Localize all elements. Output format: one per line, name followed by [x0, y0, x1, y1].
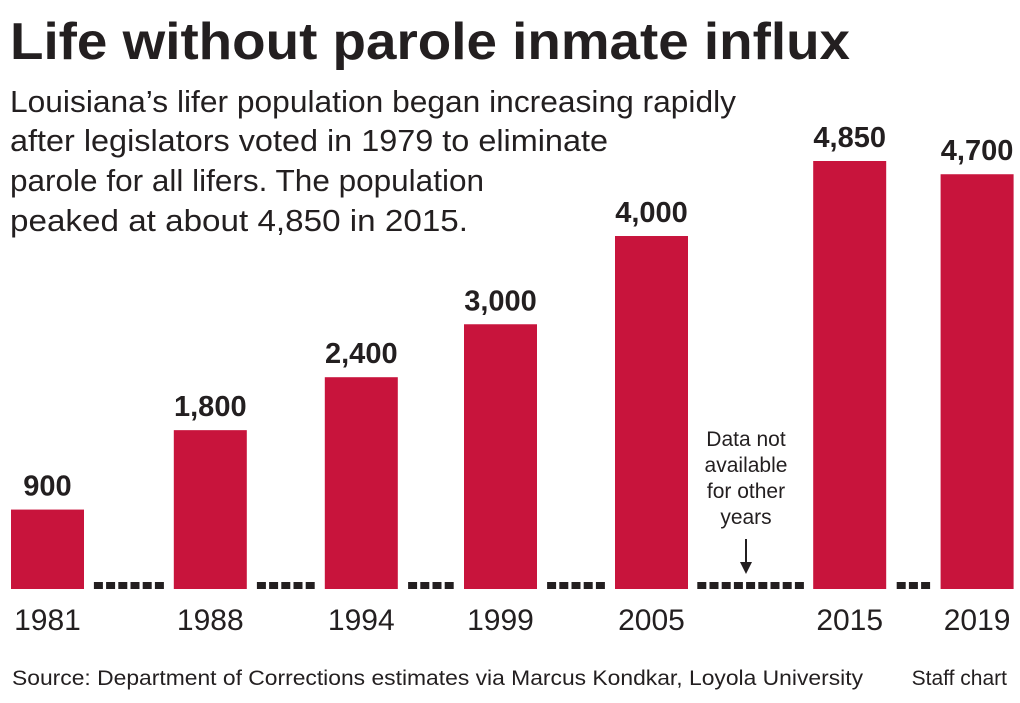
x-tick-label-2015: 2015 — [816, 604, 883, 637]
bar-1988 — [173, 430, 247, 589]
value-label-2015: 4,850 — [813, 122, 886, 154]
missing-year-dash-2006 — [697, 582, 707, 589]
missing-year-dash-1993 — [305, 582, 315, 589]
missing-year-dash-2003 — [583, 582, 593, 589]
value-label-1999: 3,000 — [464, 285, 537, 317]
missing-year-dash-2001 — [559, 582, 569, 589]
x-tick-label-1988: 1988 — [177, 604, 244, 637]
missing-year-dash-2011 — [758, 582, 768, 589]
chart-subtitle-line: peaked at about 4,850 in 2015. — [10, 203, 468, 238]
missing-year-dash-1983 — [106, 582, 116, 589]
annotation-line: available — [705, 454, 788, 477]
missing-year-dash-1995 — [408, 582, 418, 589]
missing-year-dash-1982 — [93, 582, 103, 589]
bar-2015 — [813, 161, 887, 589]
missing-year-dash-2013 — [782, 582, 792, 589]
missing-year-dash-1987 — [154, 582, 164, 589]
missing-year-dash-2012 — [770, 582, 780, 589]
x-tick-label-2019: 2019 — [944, 604, 1011, 637]
source-note: Source: Department of Corrections estima… — [12, 667, 864, 690]
value-label-2019: 4,700 — [941, 135, 1014, 167]
missing-year-dash-2008 — [721, 582, 731, 589]
missing-year-dash-1997 — [432, 582, 442, 589]
chart-subtitle-line: Louisiana’s lifer population began incre… — [10, 84, 737, 119]
missing-year-dash-1998 — [444, 582, 454, 589]
missing-year-dash-1989 — [256, 582, 266, 589]
missing-year-dash-2007 — [709, 582, 719, 589]
value-label-1988: 1,800 — [174, 391, 247, 423]
x-tick-label-2005: 2005 — [618, 604, 685, 637]
missing-year-dash-2009 — [733, 582, 743, 589]
arrow-down-icon — [740, 539, 752, 574]
chart-title: Life without parole inmate influx — [10, 13, 850, 71]
missing-year-dash-1996 — [420, 582, 430, 589]
missing-year-dash-1985 — [130, 582, 140, 589]
missing-year-dash-1984 — [118, 582, 128, 589]
value-label-1994: 2,400 — [325, 338, 398, 370]
missing-year-dash-1991 — [281, 582, 291, 589]
missing-year-dash-2018 — [921, 582, 931, 589]
missing-year-dash-1990 — [269, 582, 279, 589]
bar-2005 — [615, 236, 688, 589]
x-tick-label-1999: 1999 — [467, 604, 534, 637]
missing-year-dash-2000 — [547, 582, 557, 589]
bar-1999 — [464, 324, 537, 589]
missing-year-dash-1986 — [142, 582, 152, 589]
annotation-line: years — [720, 506, 771, 529]
bars-group: 900 1981 1,800 1988 2,400 1994 3,000 1999 4,000 2… — [11, 122, 1014, 637]
bar-1994 — [324, 377, 398, 589]
credit-note: Staff chart — [912, 667, 1007, 690]
annotation-line: Data not — [706, 428, 786, 451]
missing-year-dash-2010 — [746, 582, 756, 589]
value-label-1981: 900 — [23, 471, 71, 503]
bar-2019 — [940, 174, 1014, 589]
missing-year-dash-2004 — [595, 582, 605, 589]
value-label-2005: 4,000 — [615, 197, 688, 229]
bar-1981 — [11, 509, 84, 589]
x-tick-label-1994: 1994 — [328, 604, 395, 637]
missing-year-dash-2017 — [908, 582, 918, 589]
annotation-line: for other — [707, 480, 785, 503]
missing-year-dash-1992 — [293, 582, 303, 589]
chart-subtitle-line: after legislators voted in 1979 to elimi… — [10, 123, 608, 158]
missing-year-dash-2016 — [896, 582, 906, 589]
x-tick-label-1981: 1981 — [14, 604, 81, 637]
chart-subtitle-line: parole for all lifers. The population — [10, 163, 484, 198]
annotation: Data not available for other years — [705, 428, 788, 574]
missing-year-dash-2002 — [571, 582, 581, 589]
missing-year-dash-2014 — [794, 582, 804, 589]
